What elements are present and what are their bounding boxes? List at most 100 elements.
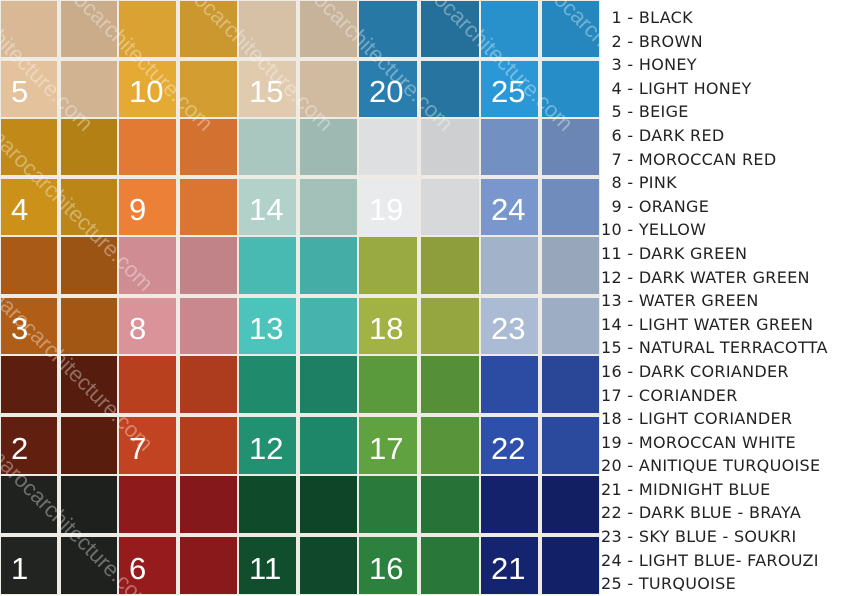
tile [421, 119, 479, 175]
tile-number: 19 [369, 192, 404, 227]
tile [481, 476, 538, 533]
legend-item: 7 - MOROCCAN RED [600, 148, 867, 172]
tile [239, 476, 296, 533]
tile-swatch-23: 23 [481, 237, 599, 354]
tile-swatch-4: 4 [1, 119, 117, 235]
tile-color-grid: 1 2 3 4 5 6 7 8 9 10 11 12 13 14 15 16 17 18 19 20 21 22 23 24 2… [0, 0, 600, 595]
tile [300, 537, 357, 594]
legend-color-name: LIGHT CORIANDER [638, 409, 793, 429]
tile-swatch-20: 20 [359, 1, 479, 117]
legend-color-name: SKY BLUE - SOUKRI [638, 527, 797, 547]
tile [1, 476, 57, 533]
legend-item: 3 - HONEY [600, 53, 867, 77]
tile [180, 476, 237, 533]
legend-sep: - [622, 385, 639, 405]
tile-number: 15 [249, 74, 284, 109]
legend-color-name: LIGHT WATER GREEN [638, 314, 814, 334]
tile [61, 237, 117, 294]
tile [481, 1, 538, 57]
tile-number: 6 [129, 551, 147, 586]
legend-sep: - [622, 149, 639, 169]
tile [119, 476, 176, 533]
tile [421, 179, 479, 235]
legend-item: 17 - CORIANDER [600, 384, 867, 408]
legend-item: 1 - BLACK [600, 6, 867, 30]
tile-swatch-24: 24 [481, 119, 599, 235]
tile [421, 356, 479, 413]
tile [180, 537, 237, 594]
tile [421, 537, 479, 594]
legend-sep: - [622, 267, 639, 287]
legend-number: 18 [601, 409, 622, 429]
tile [481, 119, 538, 175]
tile [119, 61, 176, 117]
legend-sep: - [622, 243, 639, 263]
tile-swatch-13: 13 [239, 237, 357, 354]
legend-color-name: BLACK [638, 8, 693, 27]
tile [119, 119, 176, 175]
tile [481, 237, 538, 294]
legend-color-name: CORIANDER [638, 385, 738, 405]
tile [542, 537, 599, 594]
tile [180, 356, 237, 413]
legend-sep: - [622, 456, 639, 476]
tile-number: 20 [369, 74, 404, 109]
legend-color-name: ANITIQUE TURQUOISE [638, 456, 821, 476]
legend-number: 15 [601, 338, 622, 358]
tile-number: 1 [11, 551, 29, 586]
legend-sep: - [622, 503, 639, 523]
legend-item: 16 - DARK CORIANDER [600, 360, 867, 384]
color-legend: 1 - BLACK 2 - BROWN 3 - HONEY 4 - LIGHT HON… [600, 6, 867, 596]
tile-number: 14 [249, 192, 284, 227]
legend-sep: - [622, 550, 639, 570]
legend-sep: - [622, 8, 639, 27]
tile [180, 119, 237, 175]
legend-item: 2 - BROWN [600, 30, 867, 54]
tile [359, 476, 417, 533]
legend-color-name: LIGHT BLUE- FAROUZI [638, 550, 819, 570]
legend-color-name: YELLOW [638, 220, 707, 240]
tile [421, 237, 479, 294]
legend-sep: - [622, 361, 639, 381]
tile-number: 5 [11, 74, 29, 109]
legend-item: 19 - MOROCCAN WHITE [600, 431, 867, 455]
tile [239, 1, 296, 57]
tile [61, 537, 117, 594]
legend-color-name: DARK RED [638, 125, 725, 145]
legend-item: 25 - TURQUOISE [600, 572, 867, 596]
tile [421, 1, 479, 57]
legend-item: 15 - NATURAL TERRACOTTA [600, 336, 867, 360]
tile-swatch-18: 18 [359, 237, 479, 354]
tile-number: 9 [129, 192, 147, 227]
tile [359, 1, 417, 57]
tile-swatch-11: 11 [239, 476, 357, 594]
legend-color-name: PINK [638, 173, 677, 193]
legend-number: 21 [601, 479, 622, 499]
tile-number: 16 [369, 551, 404, 586]
legend-sep: - [622, 409, 639, 429]
legend-item: 10 - YELLOW [600, 218, 867, 242]
tile [300, 297, 357, 354]
legend-sep: - [622, 102, 639, 122]
legend-sep: - [622, 527, 639, 547]
legend-sep: - [622, 78, 639, 98]
tile-number: 12 [249, 431, 284, 466]
tile [239, 297, 296, 354]
legend-number: 24 [601, 550, 622, 570]
legend-color-name: LIGHT HONEY [638, 78, 752, 98]
tile [1, 297, 57, 354]
legend-color-name: BROWN [638, 31, 703, 51]
legend-number: 2 [611, 31, 622, 51]
tile-number: 7 [129, 431, 147, 466]
legend-color-name: ORANGE [638, 196, 710, 216]
tile-number: 10 [129, 74, 164, 109]
tile [359, 297, 417, 354]
tile [481, 417, 538, 474]
legend-number: 11 [601, 243, 622, 263]
legend-item: 18 - LIGHT CORIANDER [600, 407, 867, 431]
tile [542, 356, 599, 413]
tile-number: 25 [491, 74, 526, 109]
legend-number: 25 [601, 574, 622, 594]
tile-swatch-25: 25 [481, 1, 599, 117]
legend-sep: - [622, 291, 639, 311]
